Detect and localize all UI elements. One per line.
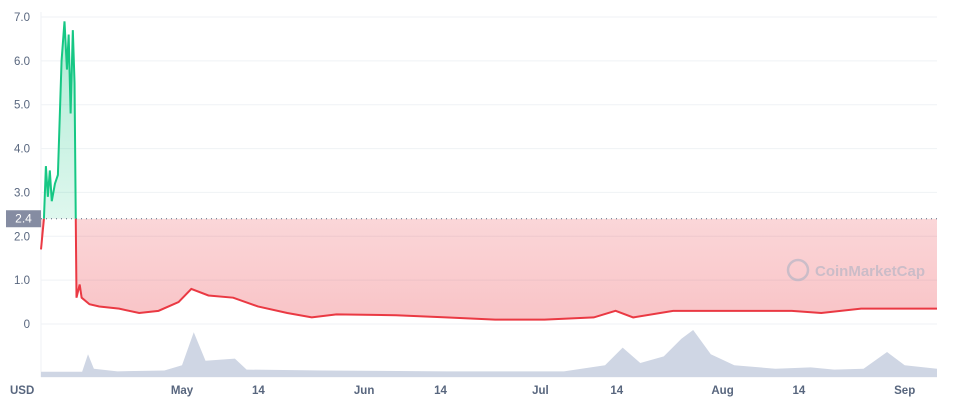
price-line-down [40, 218, 937, 321]
x-tick-label: Aug [711, 385, 733, 397]
x-tick-label: Jul [532, 385, 549, 397]
baseline-label-box [6, 210, 41, 228]
baseline-label: 2.4 [15, 212, 32, 226]
currency-label[interactable]: USD [10, 385, 34, 397]
volume-area [41, 330, 937, 377]
price-line-up [42, 21, 77, 219]
area-below-baseline [41, 218, 937, 320]
x-tick-label: 14 [252, 385, 265, 397]
watermark: CoinMarketCap [786, 258, 925, 282]
x-tick-label: 14 [793, 385, 806, 397]
watermark-text: CoinMarketCap [815, 263, 925, 280]
x-tick-label: May [171, 385, 194, 397]
y-tick-label: 7.0 [14, 12, 30, 24]
y-tick-label: 2.0 [14, 231, 30, 243]
y-tick-label: 5.0 [14, 100, 30, 112]
y-tick-label: 3.0 [14, 187, 30, 199]
y-tick-label: 4.0 [14, 144, 30, 156]
x-tick-label: 14 [610, 385, 623, 397]
y-tick-label: 0 [24, 319, 30, 331]
coinmarketcap-logo-icon [786, 258, 810, 282]
x-tick-label: 14 [434, 385, 447, 397]
y-tick-label: 1.0 [14, 275, 30, 287]
x-tick-label: Sep [894, 385, 915, 397]
y-tick-label: 6.0 [14, 56, 30, 68]
x-tick-label: Jun [354, 385, 374, 397]
